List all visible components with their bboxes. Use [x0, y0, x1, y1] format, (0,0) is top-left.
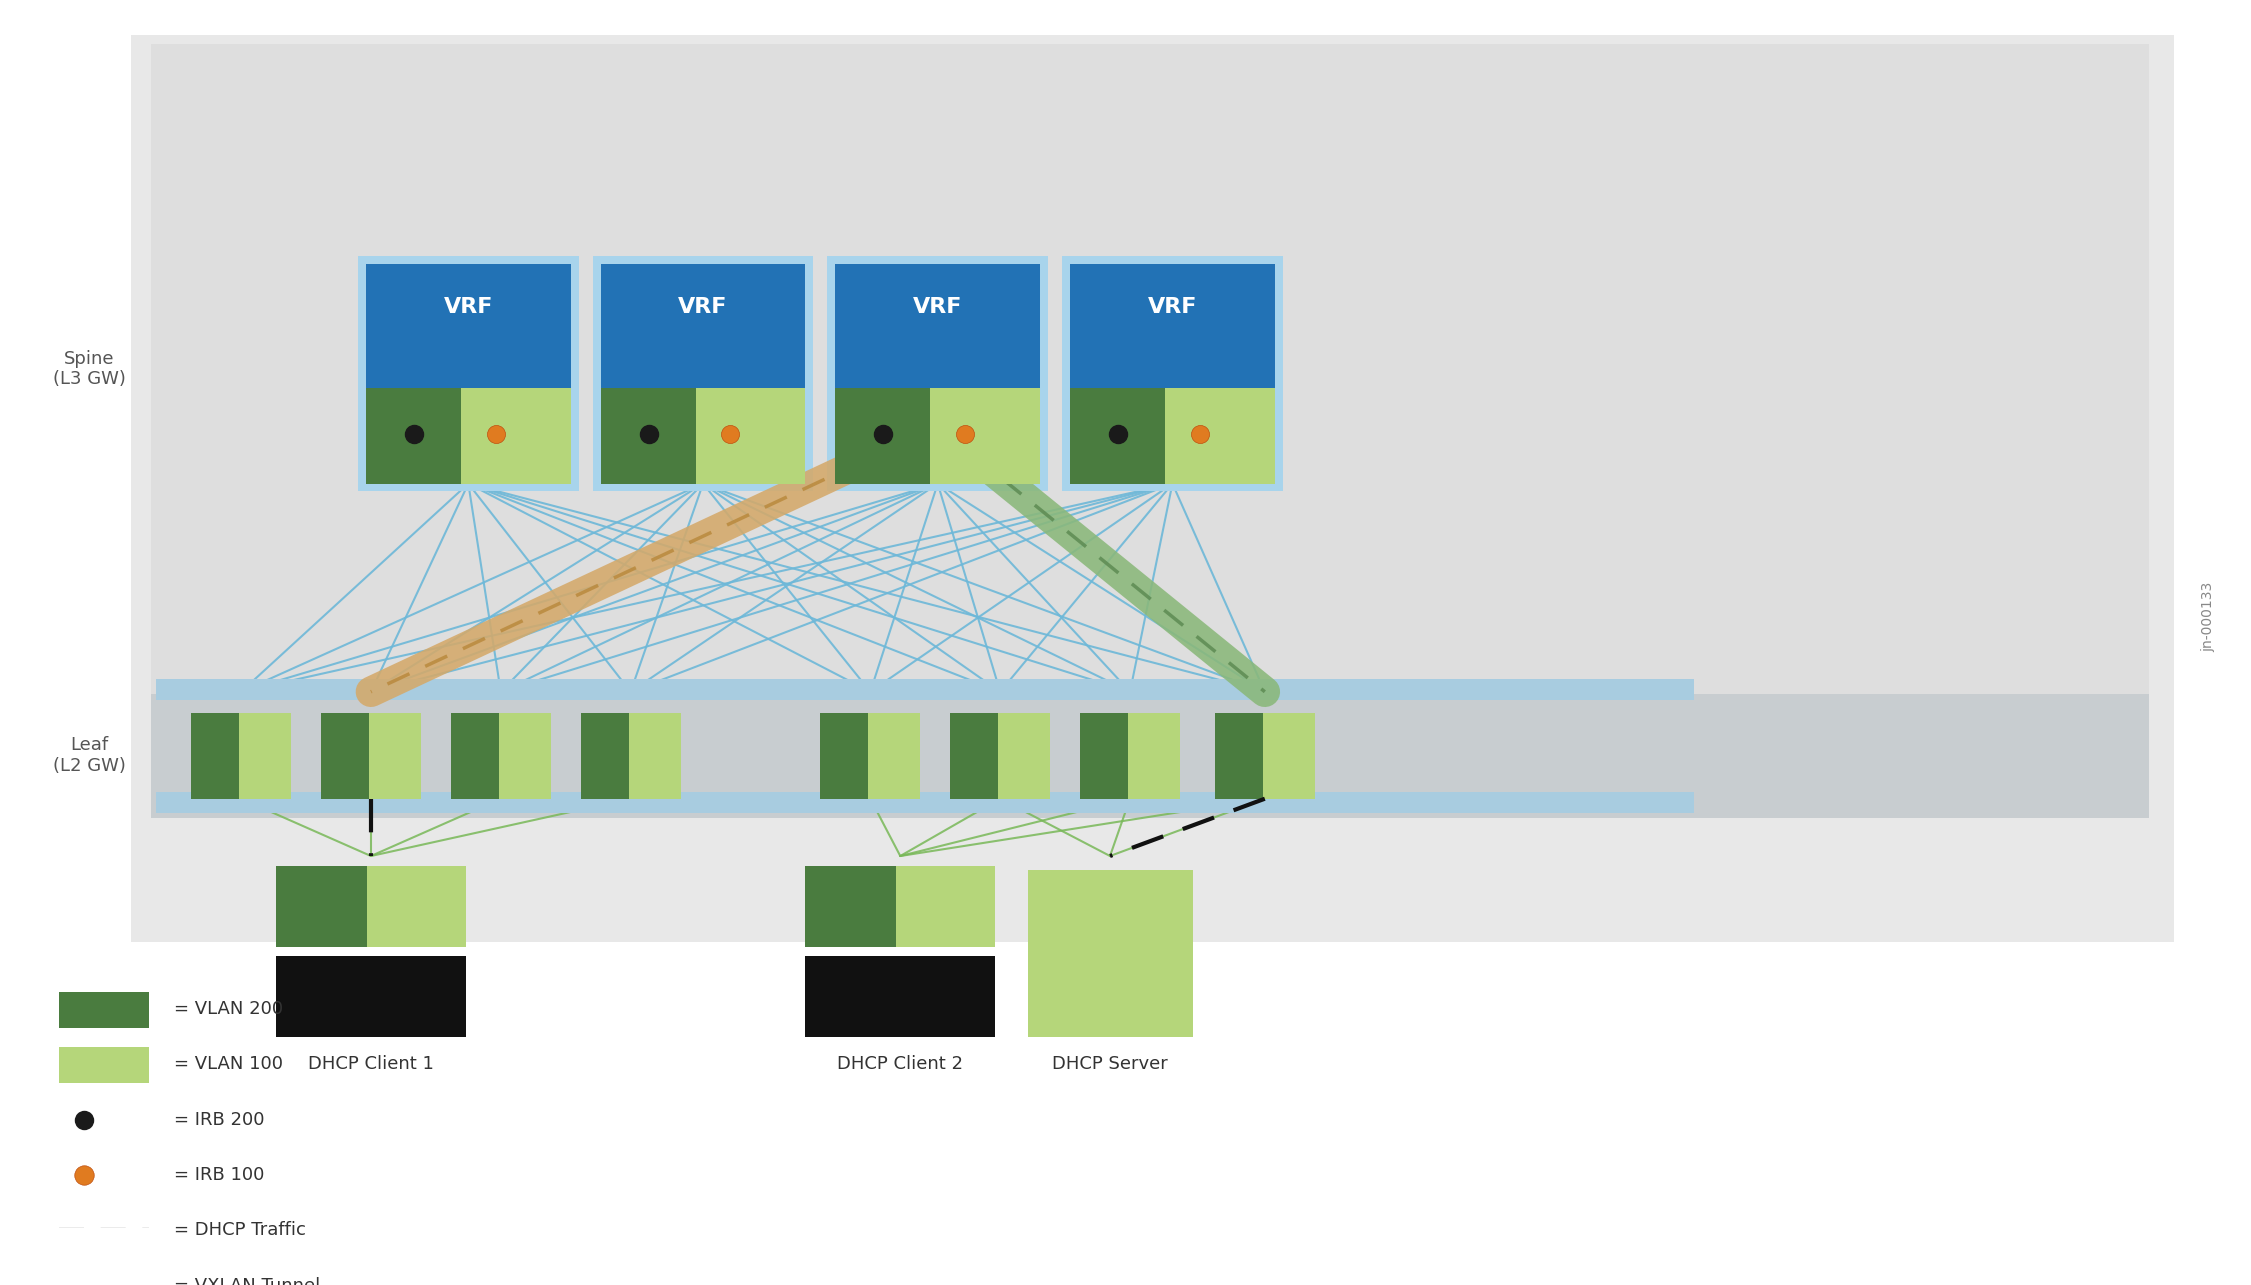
Bar: [601, 388, 806, 483]
Bar: [155, 680, 1695, 700]
Bar: [151, 45, 2150, 694]
Text: = VLAN 100: = VLAN 100: [173, 1055, 284, 1073]
Bar: [835, 388, 1040, 483]
Bar: [896, 866, 995, 947]
Bar: [367, 866, 466, 947]
Bar: [367, 388, 572, 483]
Bar: [59, 992, 149, 1028]
Bar: [1263, 713, 1315, 799]
Text: = VXLAN Tunnel: = VXLAN Tunnel: [173, 1277, 320, 1285]
Bar: [500, 713, 551, 799]
Bar: [592, 256, 813, 491]
Bar: [601, 263, 806, 388]
Text: DHCP Client 1: DHCP Client 1: [308, 1055, 434, 1073]
Bar: [1128, 713, 1180, 799]
Bar: [1216, 713, 1315, 799]
Bar: [628, 713, 680, 799]
Bar: [1069, 388, 1274, 483]
Bar: [828, 256, 1049, 491]
Text: = DHCP Traffic: = DHCP Traffic: [173, 1221, 306, 1239]
Text: VRF: VRF: [443, 297, 493, 317]
Bar: [450, 713, 551, 799]
Bar: [950, 713, 1051, 799]
Bar: [322, 713, 421, 799]
Text: = VLAN 200: = VLAN 200: [173, 1000, 284, 1018]
Bar: [191, 713, 290, 799]
Text: VRF: VRF: [678, 297, 727, 317]
Bar: [277, 866, 466, 947]
Bar: [1062, 256, 1283, 491]
Text: Spine
(L3 GW): Spine (L3 GW): [52, 350, 126, 388]
Bar: [369, 713, 421, 799]
Bar: [869, 713, 921, 799]
Bar: [581, 713, 680, 799]
Text: VRF: VRF: [914, 297, 963, 317]
Text: jn-000133: jn-000133: [2201, 582, 2215, 653]
Bar: [930, 388, 1040, 483]
Bar: [131, 35, 2174, 942]
Bar: [239, 713, 290, 799]
Bar: [461, 388, 572, 483]
Text: = IRB 200: = IRB 200: [173, 1110, 266, 1128]
Bar: [155, 792, 1695, 813]
Bar: [151, 694, 2150, 817]
Text: DHCP Server: DHCP Server: [1051, 1055, 1168, 1073]
Text: = IRB 100: = IRB 100: [173, 1165, 266, 1183]
Text: Leaf
(L2 GW): Leaf (L2 GW): [52, 736, 126, 775]
Bar: [277, 956, 466, 1037]
Bar: [1069, 263, 1274, 388]
Bar: [819, 713, 921, 799]
Text: DHCP Client 2: DHCP Client 2: [837, 1055, 963, 1073]
Bar: [1029, 870, 1193, 1037]
Text: VRF: VRF: [1148, 297, 1198, 317]
Bar: [59, 1047, 149, 1083]
Bar: [367, 263, 572, 388]
Bar: [806, 956, 995, 1037]
Bar: [835, 263, 1040, 388]
Bar: [1080, 713, 1180, 799]
Bar: [1166, 388, 1274, 483]
Bar: [806, 866, 995, 947]
Bar: [696, 388, 806, 483]
Bar: [997, 713, 1051, 799]
Bar: [358, 256, 579, 491]
